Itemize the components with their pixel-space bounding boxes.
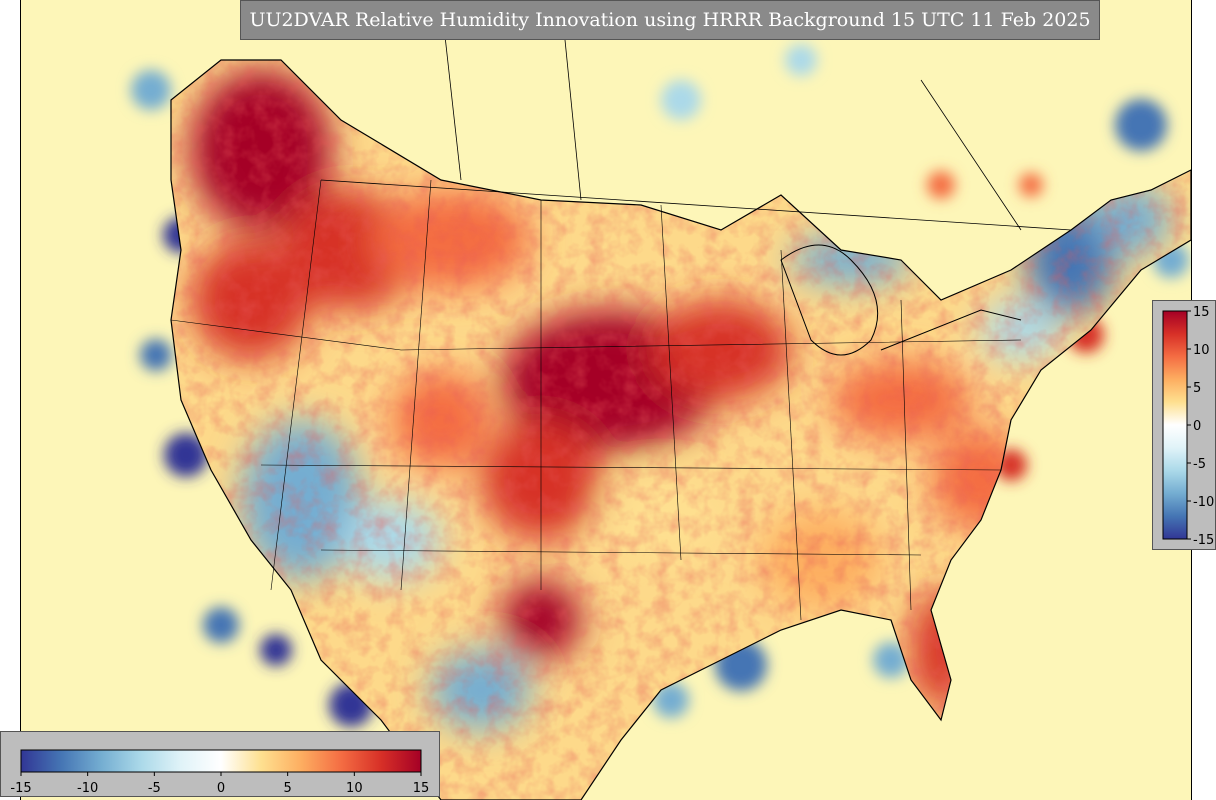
horizontal-colorbar-tick-label: -10 [77, 781, 98, 796]
map-title: UU2DVAR Relative Humidity Innovation usi… [240, 0, 1100, 40]
vertical-colorbar-tick-label: -5 [1193, 457, 1206, 472]
vertical-colorbar-tick-label: 10 [1193, 343, 1210, 358]
horizontal-colorbar: -15 -10 -5 0 5 10 15 [0, 731, 440, 797]
horizontal-colorbar-tick-label: -15 [10, 781, 31, 796]
vertical-colorbar-graphic: 15 10 5 0 -5 -10 -15 [1162, 305, 1214, 548]
vertical-colorbar-tick-label: 5 [1193, 381, 1201, 396]
vertical-colorbar: 15 10 5 0 -5 -10 -15 [1152, 300, 1216, 550]
boundary-lines [170, 0, 1191, 800]
horizontal-colorbar-tick-label: 10 [346, 781, 363, 796]
ocean-anomalies [131, 44, 1189, 727]
humidity-map [21, 0, 1191, 800]
vertical-colorbar-ramp [1162, 310, 1188, 540]
vertical-colorbar-tick-label: -15 [1193, 533, 1214, 548]
vertical-colorbar-tick-label: 0 [1193, 419, 1201, 434]
horizontal-colorbar-tick-label: 5 [284, 781, 292, 796]
vertical-colorbar-tick-label: 15 [1193, 305, 1210, 320]
horizontal-colorbar-tick-label: 15 [413, 781, 430, 796]
horizontal-colorbar-ramp [20, 749, 422, 773]
horizontal-colorbar-tick-label: -5 [148, 781, 161, 796]
horizontal-colorbar-graphic: -15 -10 -5 0 5 10 15 [10, 749, 430, 796]
vertical-colorbar-tick-label: -10 [1193, 495, 1214, 510]
horizontal-colorbar-tick-label: 0 [217, 781, 225, 796]
map-area [20, 0, 1192, 800]
